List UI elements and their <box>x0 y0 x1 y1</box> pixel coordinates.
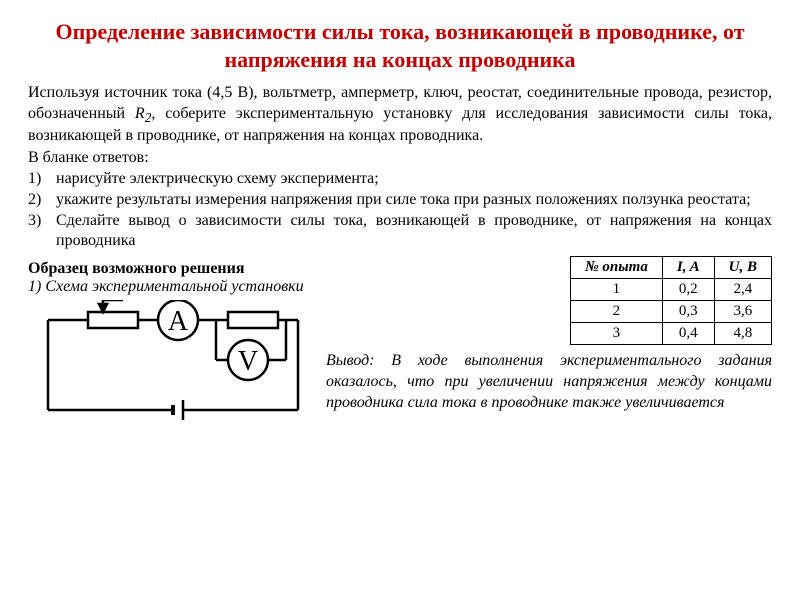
page-title: Определение зависимости силы тока, возни… <box>28 18 772 73</box>
step-1: 1)нарисуйте электрическую схему эксперим… <box>28 169 772 190</box>
blank-label: В бланке ответов: <box>28 149 772 167</box>
step-3: 3)Сделайте вывод о зависимости силы тока… <box>28 211 772 253</box>
table-row: 3 0,4 4,8 <box>570 323 771 345</box>
results-table: № опыта I, A U, B 1 0,2 2,4 2 0,3 3,6 3 … <box>570 256 772 345</box>
resistor-symbol: R2 <box>135 105 151 122</box>
step-2: 2)укажите результаты измерения напряжени… <box>28 190 772 211</box>
table-row: 1 0,2 2,4 <box>570 279 771 301</box>
conclusion-text: Вывод: В ходе выполнения экспериментальн… <box>326 351 772 413</box>
steps-list: 1)нарисуйте электрическую схему эксперим… <box>28 169 772 252</box>
table-row: 2 0,3 3,6 <box>570 301 771 323</box>
table-header-row: № опыта I, A U, B <box>570 257 771 279</box>
circuit-schematic: А V <box>28 300 308 445</box>
col-current: I, A <box>662 257 714 279</box>
col-experiment-no: № опыта <box>570 257 662 279</box>
col-voltage: U, B <box>714 257 771 279</box>
ammeter-label: А <box>168 306 189 337</box>
intro-paragraph: Используя источник тока (4,5 В), вольтме… <box>28 83 772 147</box>
voltmeter-label: V <box>238 346 258 377</box>
